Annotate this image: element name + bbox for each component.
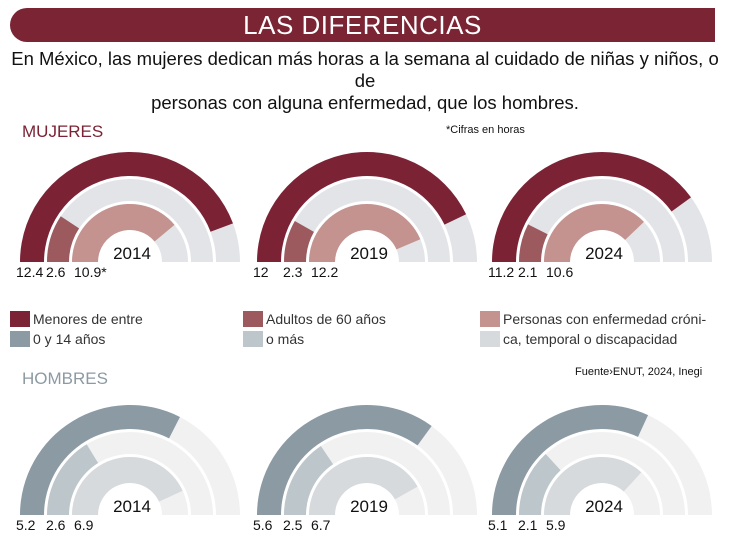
hombres-2019-value-label: 5.6 xyxy=(253,517,273,533)
legend-enfermedad-line1: Personas con enfermedad cróni- xyxy=(480,311,706,327)
legend-menores-line1: Menores de entre xyxy=(10,311,143,327)
mujeres-2019-ring-2-bar xyxy=(309,203,421,262)
mujeres-2014-value-label: 10.9* xyxy=(74,264,107,280)
units-note: *Cifras en horas xyxy=(446,124,525,136)
legend-swatch-hombres-menores xyxy=(10,331,30,347)
hombres-2014-ring-0-bar xyxy=(20,404,180,515)
mujeres-year-label: 2024 xyxy=(585,244,623,263)
legend-swatch-mujeres-enfermedad xyxy=(480,311,500,327)
mujeres-2024-value-label: 10.6 xyxy=(546,264,573,280)
section-hombres: HOMBRES xyxy=(22,369,108,388)
mujeres-2014-ring-2-bar xyxy=(72,203,175,262)
hombres-2014-value-label: 2.6 xyxy=(46,517,66,533)
mujeres-year-label: 2014 xyxy=(113,244,151,263)
hombres-2019-ring-2-bar xyxy=(309,457,418,515)
mujeres-2024-ring-1-bar xyxy=(519,224,548,262)
mujeres-2019-value-label: 12 xyxy=(253,264,269,280)
hombres-2024-ring-1-bar xyxy=(519,454,561,515)
legend-label: 0 y 14 años xyxy=(33,331,106,347)
hombres-2024-value-label: 5.1 xyxy=(488,517,508,533)
title-banner: LAS DIFERENCIAS xyxy=(10,8,715,42)
mujeres-2024-ring-2-bar xyxy=(544,204,644,262)
hombres-2014-ring-1-bar xyxy=(47,444,99,515)
mujeres-2014-ring-1-track xyxy=(47,179,213,262)
mujeres-2014-value-label: 2.6 xyxy=(46,264,66,280)
hombres-2019-value-label: 6.7 xyxy=(311,517,331,533)
mujeres-2019-ring-1-bar xyxy=(284,221,314,262)
legend-label: Menores de entre xyxy=(33,311,143,327)
mujeres-2019-value-label: 12.2 xyxy=(311,264,338,280)
hombres-2019-value-label: 2.5 xyxy=(283,517,303,533)
mujeres-2019-ring-1-track xyxy=(284,179,450,262)
legend-adultos-line2: o más xyxy=(243,331,304,347)
hombres-year-label: 2014 xyxy=(113,497,151,516)
legend-adultos-line1: Adultos de 60 años xyxy=(243,311,386,327)
mujeres-2014-value-label: 12.4 xyxy=(16,264,43,280)
mujeres-2024-value-label: 11.2 xyxy=(488,264,514,280)
hombres-2019-ring-0-bar xyxy=(257,405,432,515)
mujeres-year-label: 2019 xyxy=(350,244,388,263)
mujeres-2014-ring-0-bar xyxy=(20,151,233,262)
hombres-2014-value-label: 5.2 xyxy=(16,517,36,533)
subtitle-line-2: personas con alguna enfermedad, que los … xyxy=(151,92,579,113)
hombres-2024-ring-1-track xyxy=(519,432,685,515)
hombres-2014-value-label: 6.9 xyxy=(74,517,94,533)
mujeres-2019-ring-0-bar xyxy=(257,152,467,262)
hombres-2014-ring-2-bar xyxy=(72,457,183,515)
hombres-2019-ring-1-track xyxy=(284,432,450,515)
legend-swatch-hombres-enfermedad xyxy=(480,331,500,347)
legend-swatch-mujeres-adultos xyxy=(243,311,263,327)
source-note: Fuente›ENUT, 2024, Inegi xyxy=(575,366,703,378)
hombres-2019-ring-1-bar xyxy=(284,445,334,515)
legend-label: ca, temporal o discapacidad xyxy=(503,331,678,347)
legend-swatch-mujeres-menores xyxy=(10,311,30,327)
hombres-2024-value-label: 5.9 xyxy=(546,517,566,533)
hombres-year-label: 2024 xyxy=(585,497,623,516)
hombres-2024-ring-0-bar xyxy=(492,405,649,515)
legend-swatch-hombres-adultos xyxy=(243,331,263,347)
legend-label: Personas con enfermedad cróni- xyxy=(503,311,707,327)
legend-label: o más xyxy=(266,331,305,347)
section-mujeres: MUJERES xyxy=(22,122,104,141)
mujeres-2024-value-label: 2.1 xyxy=(518,264,538,280)
hombres-2024-value-label: 2.1 xyxy=(518,517,538,533)
mujeres-2024-ring-0-bar xyxy=(492,152,691,262)
mujeres-2019-value-label: 2.3 xyxy=(283,264,303,280)
legend-label: Adultos de 60 años xyxy=(266,311,386,327)
subtitle: En México, las mujeres dedican más horas… xyxy=(0,48,730,114)
mujeres-2024-ring-1-track xyxy=(519,179,685,262)
hombres-year-label: 2019 xyxy=(350,497,388,516)
legend-menores-line2: 0 y 14 años xyxy=(10,331,105,347)
mujeres-2014-ring-1-bar xyxy=(47,216,80,262)
subtitle-line-1: En México, las mujeres dedican más horas… xyxy=(11,48,719,91)
hombres-2024-ring-2-bar xyxy=(544,457,642,515)
legend-enfermedad-line2: ca, temporal o discapacidad xyxy=(480,331,677,347)
